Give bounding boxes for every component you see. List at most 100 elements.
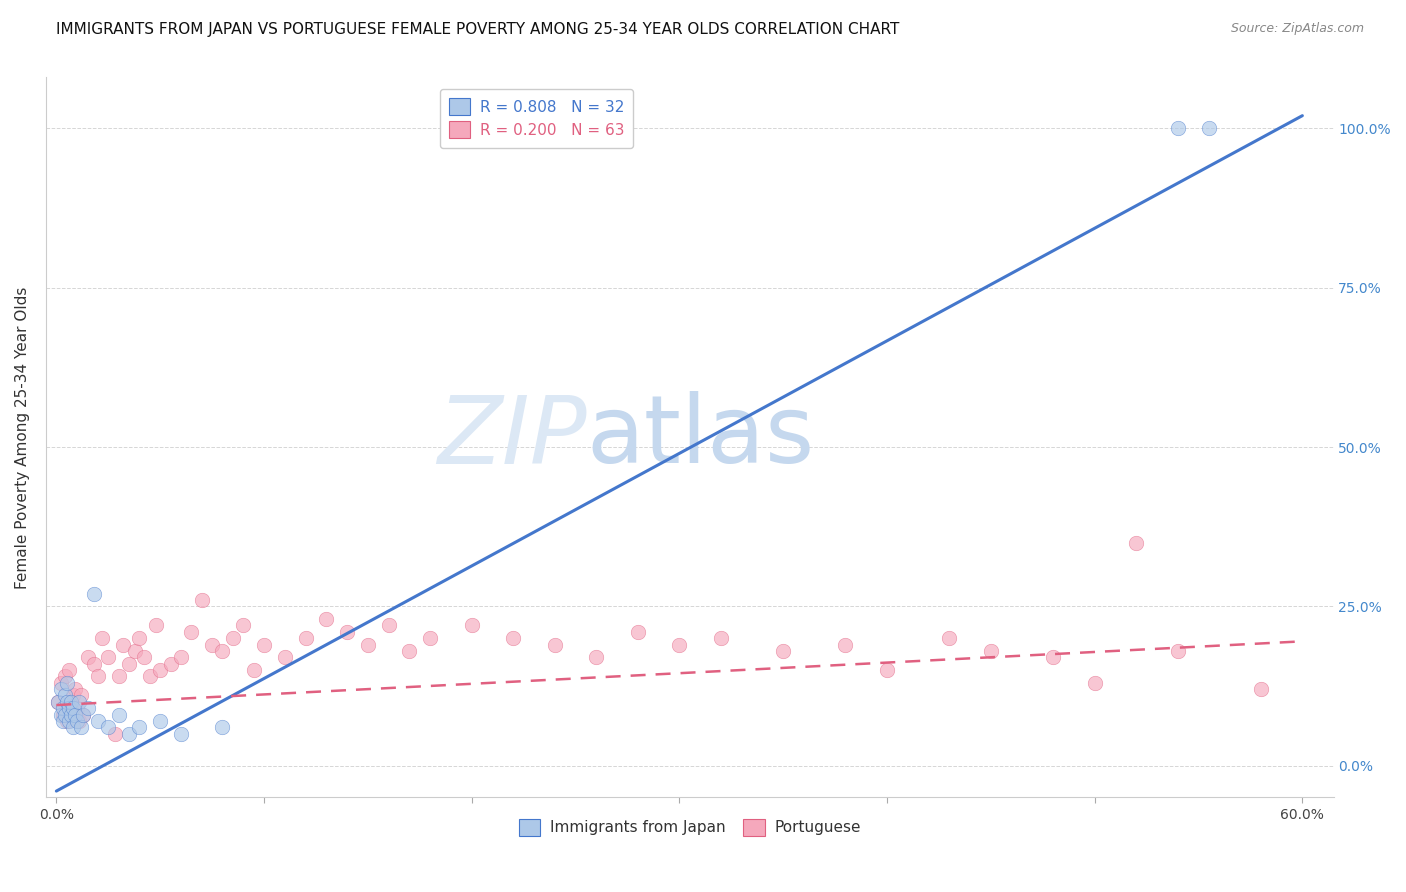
Point bbox=[232, 618, 254, 632]
Point bbox=[83, 586, 105, 600]
Text: Source: ZipAtlas.com: Source: ZipAtlas.com bbox=[1230, 22, 1364, 36]
Point bbox=[398, 644, 420, 658]
Point bbox=[211, 720, 233, 734]
Point bbox=[67, 714, 90, 728]
Point bbox=[834, 638, 856, 652]
Point bbox=[132, 650, 155, 665]
Point bbox=[59, 707, 82, 722]
Point bbox=[76, 650, 98, 665]
Point bbox=[149, 714, 172, 728]
Point bbox=[1042, 650, 1064, 665]
Y-axis label: Female Poverty Among 25-34 Year Olds: Female Poverty Among 25-34 Year Olds bbox=[15, 286, 30, 589]
Point bbox=[1125, 535, 1147, 549]
Point bbox=[124, 644, 146, 658]
Point bbox=[53, 669, 76, 683]
Point bbox=[502, 631, 524, 645]
Point bbox=[55, 695, 77, 709]
Point bbox=[1198, 121, 1220, 136]
Point bbox=[91, 631, 114, 645]
Text: ZIP: ZIP bbox=[437, 392, 586, 483]
Point bbox=[253, 638, 276, 652]
Point bbox=[52, 701, 75, 715]
Point bbox=[377, 618, 399, 632]
Point bbox=[211, 644, 233, 658]
Point bbox=[190, 593, 212, 607]
Point bbox=[58, 701, 80, 715]
Legend: Immigrants from Japan, Portuguese: Immigrants from Japan, Portuguese bbox=[512, 811, 868, 844]
Point bbox=[52, 714, 75, 728]
Point bbox=[118, 657, 141, 671]
Point bbox=[62, 701, 84, 715]
Point bbox=[72, 707, 94, 722]
Point bbox=[1250, 682, 1272, 697]
Point bbox=[170, 650, 193, 665]
Point bbox=[149, 663, 172, 677]
Point bbox=[76, 701, 98, 715]
Point bbox=[49, 675, 72, 690]
Point bbox=[222, 631, 245, 645]
Point bbox=[274, 650, 297, 665]
Point bbox=[585, 650, 607, 665]
Point bbox=[63, 682, 86, 697]
Point bbox=[49, 682, 72, 697]
Point bbox=[53, 689, 76, 703]
Point bbox=[357, 638, 380, 652]
Point bbox=[63, 707, 86, 722]
Point bbox=[58, 714, 80, 728]
Point bbox=[87, 669, 110, 683]
Point bbox=[876, 663, 898, 677]
Point bbox=[62, 689, 84, 703]
Point bbox=[49, 707, 72, 722]
Point bbox=[180, 624, 202, 639]
Point bbox=[62, 720, 84, 734]
Point bbox=[58, 663, 80, 677]
Point bbox=[170, 727, 193, 741]
Point bbox=[627, 624, 650, 639]
Point bbox=[159, 657, 181, 671]
Point bbox=[97, 650, 120, 665]
Point bbox=[107, 669, 129, 683]
Point bbox=[710, 631, 733, 645]
Point bbox=[70, 720, 93, 734]
Point bbox=[48, 695, 70, 709]
Point bbox=[315, 612, 337, 626]
Text: IMMIGRANTS FROM JAPAN VS PORTUGUESE FEMALE POVERTY AMONG 25-34 YEAR OLDS CORRELA: IMMIGRANTS FROM JAPAN VS PORTUGUESE FEMA… bbox=[56, 22, 900, 37]
Point bbox=[772, 644, 794, 658]
Point bbox=[48, 695, 70, 709]
Point bbox=[460, 618, 482, 632]
Point bbox=[66, 714, 89, 728]
Point bbox=[145, 618, 167, 632]
Point bbox=[118, 727, 141, 741]
Point bbox=[67, 695, 90, 709]
Point bbox=[544, 638, 567, 652]
Point bbox=[419, 631, 441, 645]
Point bbox=[111, 638, 134, 652]
Point bbox=[128, 631, 150, 645]
Point bbox=[59, 695, 82, 709]
Point bbox=[242, 663, 264, 677]
Point bbox=[980, 644, 1002, 658]
Point bbox=[53, 707, 76, 722]
Point bbox=[70, 689, 93, 703]
Point bbox=[97, 720, 120, 734]
Text: atlas: atlas bbox=[586, 392, 815, 483]
Point bbox=[139, 669, 162, 683]
Point bbox=[72, 707, 94, 722]
Point bbox=[59, 701, 82, 715]
Point bbox=[1167, 121, 1189, 136]
Point bbox=[52, 707, 75, 722]
Point bbox=[938, 631, 960, 645]
Point bbox=[66, 701, 89, 715]
Point bbox=[87, 714, 110, 728]
Point bbox=[294, 631, 316, 645]
Point bbox=[336, 624, 359, 639]
Point bbox=[55, 675, 77, 690]
Point bbox=[1084, 675, 1107, 690]
Point bbox=[103, 727, 125, 741]
Point bbox=[668, 638, 690, 652]
Point bbox=[83, 657, 105, 671]
Point bbox=[201, 638, 224, 652]
Point bbox=[55, 714, 77, 728]
Point bbox=[128, 720, 150, 734]
Point bbox=[107, 707, 129, 722]
